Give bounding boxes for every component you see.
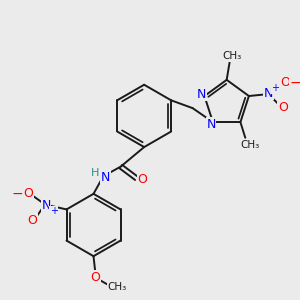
Text: N: N <box>206 118 216 130</box>
Text: N: N <box>197 88 206 100</box>
Text: N: N <box>41 199 51 212</box>
Text: O: O <box>24 187 34 200</box>
Text: O: O <box>137 173 147 186</box>
Text: +: + <box>271 83 279 93</box>
Text: −: − <box>12 187 24 201</box>
Text: O: O <box>91 271 100 284</box>
Text: O: O <box>278 101 288 114</box>
Text: N: N <box>100 171 110 184</box>
Text: CH₃: CH₃ <box>222 52 241 61</box>
Text: CH₃: CH₃ <box>241 140 260 150</box>
Text: N: N <box>264 87 273 100</box>
Text: −: − <box>290 75 300 89</box>
Text: +: + <box>50 206 58 216</box>
Text: O: O <box>280 76 290 89</box>
Text: CH₃: CH₃ <box>107 282 127 292</box>
Text: O: O <box>28 214 38 226</box>
Text: H: H <box>91 168 100 178</box>
